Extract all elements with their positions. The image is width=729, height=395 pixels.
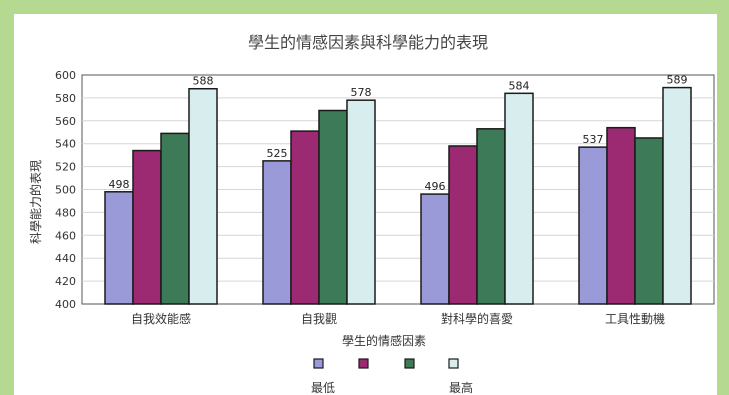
y-tick-label: 560 <box>55 115 76 128</box>
legend-swatch <box>358 358 369 369</box>
bar <box>188 87 218 305</box>
legend-swatch <box>313 358 324 369</box>
y-axis-ticks: 400 420 440 460 480 500 520 540 560 580 600 <box>55 69 76 311</box>
data-label: 498 <box>109 178 130 191</box>
bar <box>606 126 636 305</box>
data-label: 588 <box>193 75 214 88</box>
legend: 最低 最高 <box>311 358 473 395</box>
bars: 498 588 525 578 496 584 537 589 <box>104 74 692 305</box>
bar <box>578 146 608 305</box>
legend-high-label: 最高 <box>449 380 473 395</box>
data-label: 496 <box>425 180 446 193</box>
bar <box>132 149 162 305</box>
data-label: 537 <box>583 133 604 146</box>
chart-panel: 學生的情感因素與科學能力的表現 400 420 440 460 480 500 520 540… <box>14 14 717 395</box>
y-axis-title: 科學能力的表現 <box>28 160 43 244</box>
bar <box>104 191 134 305</box>
y-tick-label: 600 <box>55 69 76 82</box>
legend-swatch <box>404 358 415 369</box>
bar <box>290 130 320 305</box>
y-tick-label: 440 <box>55 252 76 265</box>
bar <box>662 86 692 305</box>
bar-chart: 學生的情感因素與科學能力的表現 400 420 440 460 480 500 520 540… <box>28 33 715 395</box>
x-category-label: 工具性動機 <box>605 311 665 326</box>
y-tick-label: 400 <box>55 298 76 311</box>
y-tick-label: 500 <box>55 184 76 197</box>
x-category-label: 自我觀 <box>301 312 337 326</box>
bar <box>420 193 450 305</box>
data-label: 584 <box>509 79 530 92</box>
x-category-label: 對科學的喜愛 <box>441 311 513 326</box>
bar <box>262 160 292 305</box>
bar <box>346 99 376 305</box>
x-axis-categories: 自我效能感 自我觀 對科學的喜愛 工具性動機 <box>131 311 665 326</box>
bar <box>476 128 506 305</box>
chart-title: 學生的情感因素與科學能力的表現 <box>248 33 488 52</box>
bar <box>318 109 348 305</box>
data-label: 589 <box>667 74 688 87</box>
y-tick-label: 580 <box>55 92 76 105</box>
y-tick-label: 480 <box>55 206 76 219</box>
bar <box>634 137 664 305</box>
data-label: 525 <box>267 147 288 160</box>
y-tick-label: 540 <box>55 138 76 151</box>
legend-swatch <box>448 358 459 369</box>
data-label: 578 <box>351 86 372 99</box>
bar <box>504 92 534 305</box>
legend-low-label: 最低 <box>311 381 335 395</box>
bar <box>448 145 478 305</box>
x-axis-title: 學生的情感因素 <box>342 333 426 348</box>
bar <box>160 132 190 305</box>
y-tick-label: 460 <box>55 229 76 242</box>
y-tick-label: 420 <box>55 275 76 288</box>
x-category-label: 自我效能感 <box>131 311 191 326</box>
y-tick-label: 520 <box>55 161 76 174</box>
